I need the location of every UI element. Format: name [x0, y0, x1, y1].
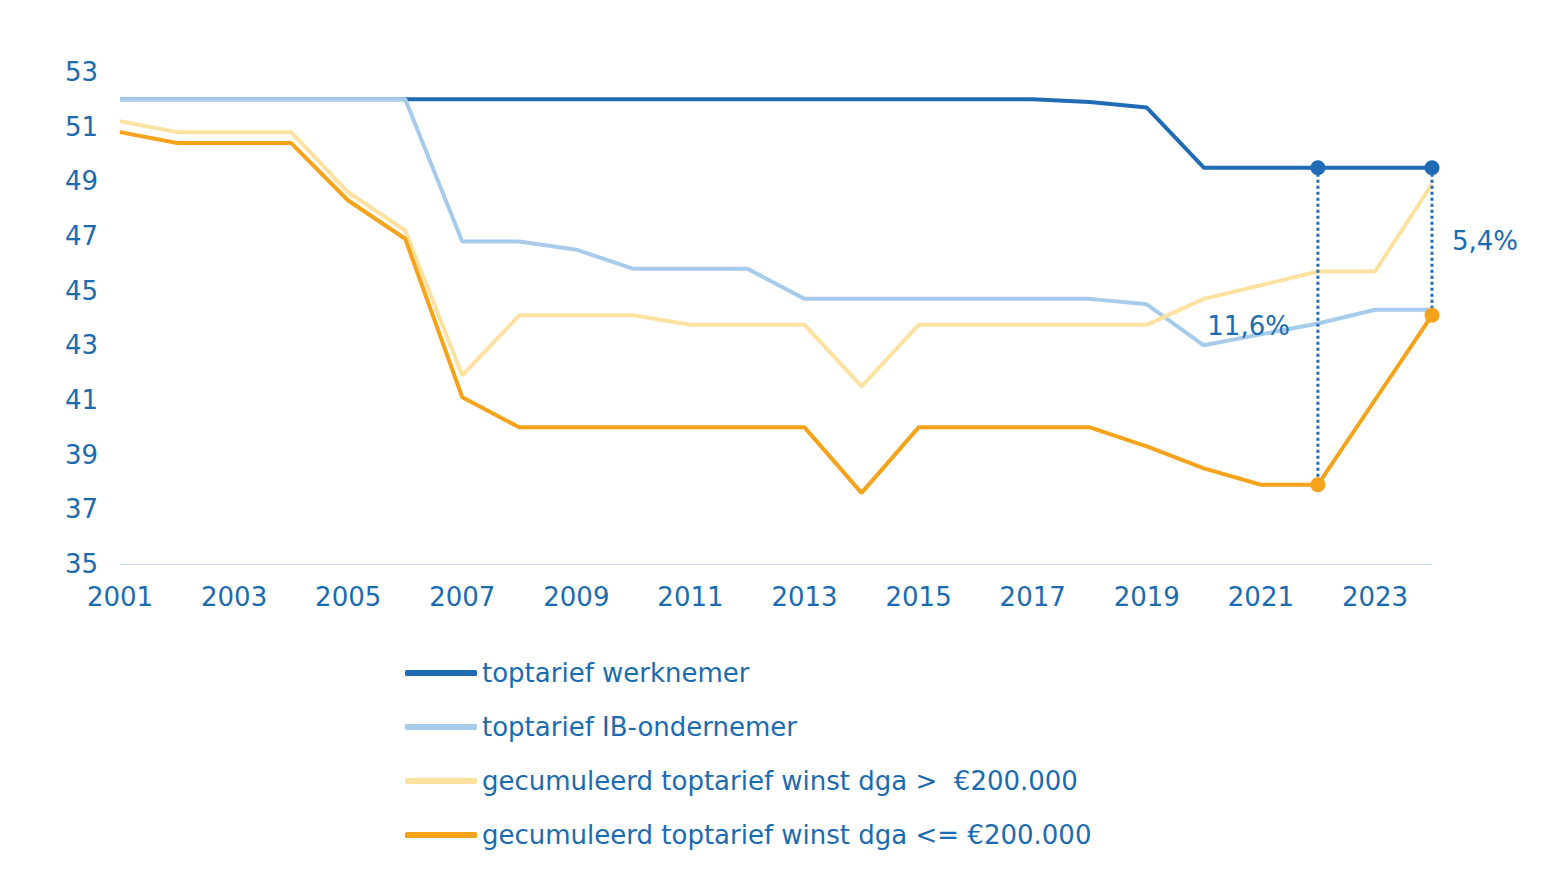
svg-text:gecumuleerd toptarief winst dg: gecumuleerd toptarief winst dga <= €200.…: [482, 820, 1091, 850]
svg-text:2009: 2009: [543, 582, 609, 612]
svg-text:5,4%: 5,4%: [1452, 226, 1518, 256]
svg-text:2011: 2011: [657, 582, 723, 612]
svg-text:11,6%: 11,6%: [1207, 311, 1290, 341]
svg-text:2017: 2017: [1000, 582, 1066, 612]
svg-text:53: 53: [65, 57, 98, 87]
svg-text:49: 49: [65, 166, 98, 196]
svg-text:2021: 2021: [1228, 582, 1294, 612]
svg-text:2019: 2019: [1114, 582, 1180, 612]
svg-text:45: 45: [65, 276, 98, 306]
svg-text:39: 39: [65, 440, 98, 470]
svg-text:47: 47: [65, 221, 98, 251]
svg-text:gecumuleerd toptarief winst dg: gecumuleerd toptarief winst dga > €200.0…: [482, 766, 1078, 796]
svg-text:2003: 2003: [201, 582, 267, 612]
svg-text:2007: 2007: [429, 582, 495, 612]
svg-text:toptarief werknemer: toptarief werknemer: [482, 658, 750, 688]
svg-text:2001: 2001: [87, 582, 153, 612]
svg-text:toptarief IB-ondernemer: toptarief IB-ondernemer: [482, 712, 797, 742]
svg-text:2023: 2023: [1342, 582, 1408, 612]
svg-text:2005: 2005: [315, 582, 381, 612]
svg-text:2015: 2015: [886, 582, 952, 612]
svg-text:35: 35: [65, 549, 98, 579]
svg-text:51: 51: [65, 112, 98, 142]
svg-text:41: 41: [65, 385, 98, 415]
svg-text:37: 37: [65, 494, 98, 524]
svg-text:2013: 2013: [771, 582, 837, 612]
svg-text:43: 43: [65, 330, 98, 360]
